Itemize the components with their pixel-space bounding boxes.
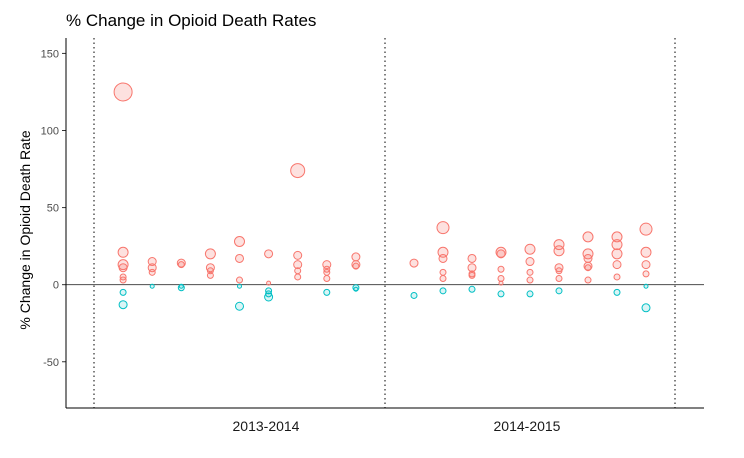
y-tick-label--50: -50	[43, 357, 59, 369]
axes	[65, 38, 704, 409]
category-separators	[93, 38, 676, 408]
y-tick-label-100: 100	[41, 126, 59, 138]
data-point-20	[234, 236, 245, 247]
data-point-16	[204, 248, 216, 260]
data-point-32	[293, 260, 303, 270]
data-point-63	[497, 290, 505, 298]
data-point-26	[266, 280, 272, 286]
data-point-46	[410, 291, 418, 299]
data-point-53	[467, 253, 477, 263]
y-axis-ticks: -50 0 50 100 150	[41, 48, 66, 369]
data-point-69	[553, 239, 565, 251]
data-point-7	[118, 300, 128, 310]
data-point-56	[468, 271, 476, 279]
data-point-45	[409, 258, 419, 268]
data-point-79	[584, 264, 592, 272]
data-point-72	[555, 267, 563, 275]
data-point-38	[323, 275, 331, 282]
data-point-25	[264, 249, 274, 259]
data-point-29	[264, 292, 274, 302]
data-point-80	[584, 276, 592, 284]
data-point-34	[294, 273, 302, 281]
data-point-59	[496, 249, 506, 259]
data-point-2	[117, 259, 129, 271]
data-point-83	[611, 248, 623, 260]
data-point-58	[495, 246, 507, 258]
data-point-42	[352, 262, 360, 270]
data-point-66	[526, 268, 534, 276]
data-point-50	[439, 268, 447, 276]
data-point-62	[498, 280, 504, 286]
data-point-44	[353, 286, 359, 292]
data-point-6	[119, 288, 127, 296]
data-point-47	[436, 221, 450, 235]
data-point-73	[555, 275, 563, 282]
data-point-51	[439, 275, 447, 282]
data-point-70	[553, 245, 565, 257]
data-point-88	[640, 246, 652, 258]
data-point-86	[613, 288, 621, 296]
data-point-5	[119, 276, 127, 284]
data-point-85	[613, 273, 621, 281]
y-tick-label-150: 150	[41, 48, 59, 60]
data-point-64	[524, 243, 536, 255]
data-point-60	[497, 265, 505, 273]
data-point-78	[583, 261, 593, 271]
data-point-90	[642, 270, 650, 278]
data-point-67	[526, 276, 534, 284]
data-point-31	[293, 250, 303, 260]
data-point-39	[323, 288, 331, 296]
data-point-19	[206, 271, 214, 279]
data-point-3	[118, 263, 128, 273]
data-point-49	[438, 253, 448, 263]
y-axis-label: % Change in Opioid Death Rate	[17, 130, 33, 329]
category-label-2013-2014: 2013-2014	[233, 418, 300, 434]
data-point-10	[148, 268, 156, 276]
data-point-0	[113, 82, 133, 102]
data-point-87	[639, 222, 653, 236]
data-point-89	[641, 260, 651, 270]
data-point-15	[177, 284, 185, 292]
data-points	[113, 82, 653, 313]
data-point-8	[147, 257, 157, 267]
data-point-84	[612, 260, 622, 270]
chart-title: % Change in Opioid Death Rates	[66, 11, 316, 30]
data-point-30	[290, 163, 306, 179]
data-point-54	[467, 263, 477, 273]
data-point-23	[237, 283, 242, 289]
data-point-22	[236, 276, 243, 284]
data-point-75	[582, 231, 594, 243]
data-point-40	[351, 252, 361, 262]
y-tick-label-50: 50	[47, 203, 59, 215]
data-point-77	[583, 253, 593, 263]
data-point-13	[177, 261, 185, 269]
data-point-1	[117, 246, 129, 258]
data-point-76	[582, 248, 594, 260]
data-point-92	[641, 303, 651, 313]
data-point-11	[149, 283, 155, 289]
data-point-82	[611, 239, 623, 251]
data-point-57	[468, 285, 476, 293]
y-tick-label-0: 0	[53, 280, 59, 292]
data-point-41	[351, 260, 361, 270]
data-point-24	[235, 301, 244, 311]
data-point-74	[555, 287, 563, 295]
data-point-21	[235, 253, 244, 263]
data-point-68	[526, 290, 534, 298]
data-point-52	[439, 287, 447, 295]
data-point-61	[497, 275, 505, 282]
data-point-37	[323, 268, 331, 276]
data-point-81	[611, 231, 623, 243]
category-label-2014-2015: 2014-2015	[494, 418, 561, 434]
data-point-12	[176, 258, 186, 268]
data-point-65	[525, 257, 535, 267]
data-point-91	[643, 283, 649, 289]
data-point-33	[294, 267, 302, 275]
